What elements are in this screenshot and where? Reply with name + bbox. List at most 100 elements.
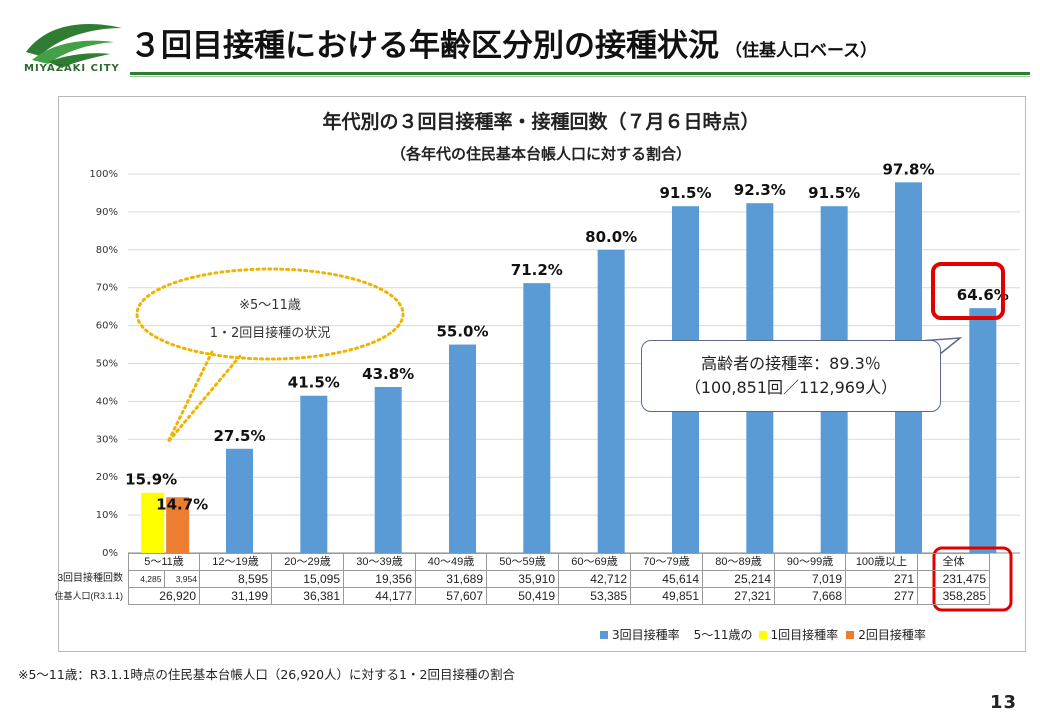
data-labels: 15.9% 14.7% 27.5% 41.5% 43.8% 55.0% 71.2% 80.0%…	[125, 160, 1009, 513]
callout-line-2: （100,851回／112,969人）	[684, 378, 898, 397]
y-tick-label: 30%	[96, 434, 118, 445]
page-title: ３回目接種における年齢区分別の接種状況 （住基人口ベース）	[130, 20, 877, 65]
table-cell: 31,199	[199, 587, 272, 605]
y-tick-label: 100%	[89, 169, 118, 180]
bubble-line-1: ※5～11歳	[239, 298, 301, 313]
bubble-line-2: 1・2回目接種の状況	[209, 326, 331, 341]
y-tick-label: 10%	[96, 510, 118, 521]
table-header-cell: 50～59歳	[486, 553, 559, 571]
bar-1st-dose	[141, 492, 165, 553]
bar-3rd-dose	[969, 308, 997, 553]
table-cell: 53,385	[558, 587, 631, 605]
table-header-cell: 全体	[917, 553, 990, 571]
dotted-bubble	[135, 267, 405, 443]
y-tick-label: 20%	[96, 472, 118, 483]
legend-label-1st: 1回目接種率	[770, 628, 839, 642]
chart-legend: 3回目接種率 5～11歳の 1回目接種率 2回目接種率	[600, 626, 926, 643]
y-tick-label: 80%	[96, 245, 118, 256]
y-axis-ticks: 0% 10% 20% 30% 40% 50% 60% 70% 80% 90% 100%	[89, 169, 118, 559]
table-header-cell: 80～89歳	[702, 553, 775, 571]
row-label-doses: 3回目接種回数	[57, 573, 123, 584]
y-tick-label: 90%	[96, 207, 118, 218]
table-cell: 271	[845, 570, 918, 588]
table-cell: 42,712	[558, 570, 631, 588]
data-label: 92.3%	[734, 181, 786, 199]
title-rule	[130, 72, 1030, 75]
data-table: 5～11歳 12～19歳 20～29歳 30～39歳 40～49歳 50～59歳…	[54, 553, 990, 605]
table-header-cell: 5～11歳	[128, 553, 200, 571]
bar-3rd-dose	[523, 283, 551, 553]
table-cell: 358,285	[917, 587, 990, 605]
legend-prefix: 5～11歳の	[693, 628, 753, 642]
bar-3rd-dose	[226, 448, 253, 553]
table-cell: 45,614	[630, 570, 703, 588]
table-header-cell: 60～69歳	[558, 553, 631, 571]
page-number: 13	[990, 692, 1018, 713]
footnote: ※5～11歳：R3.1.1時点の住民基本台帳人口（26,920人）に対する1・2…	[18, 667, 515, 682]
data-label: 27.5%	[213, 427, 265, 445]
table-cell: 35,910	[486, 570, 559, 588]
callout-line-1: 高齢者の接種率：89.3％	[701, 354, 881, 373]
table-cell: 15,095	[271, 570, 344, 588]
table-cell: 36,381	[271, 587, 344, 605]
data-label: 97.8%	[882, 160, 934, 178]
table-cell: 57,607	[415, 587, 487, 605]
title-suffix: （住基人口ベース）	[725, 41, 878, 61]
data-label: 43.8%	[362, 365, 414, 383]
bar-3rd-dose	[449, 344, 476, 553]
data-label: 14.7%	[156, 495, 208, 513]
table-cell-value: 26,920	[159, 588, 196, 603]
y-tick-label: 0%	[102, 548, 118, 559]
table-cell: 25,214	[702, 570, 775, 588]
bar-2nd-dose	[166, 497, 190, 553]
table-cell-split: 3回目接種回数 4,285 3,954	[57, 570, 200, 588]
table-cell: 44,177	[343, 587, 416, 605]
table-header-cell: 30～39歳	[343, 553, 416, 571]
bar-3rd-dose	[300, 395, 328, 553]
table-header-cell: 20～29歳	[271, 553, 344, 571]
table-cell: 7,019	[774, 570, 846, 588]
table-header-cell: 12～19歳	[199, 553, 272, 571]
table-cell: 49,851	[630, 587, 703, 605]
bar-3rd-dose	[374, 386, 402, 553]
table-cell: 277	[845, 587, 918, 605]
title-rule-thin	[130, 76, 1030, 77]
table-row-population: 住基人口(R3.1.1) 26,920 31,199 36,381 44,177 …	[54, 587, 990, 605]
table-row-doses: 3回目接種回数 4,285 3,954 8,595 15,095 19,356 …	[57, 570, 990, 588]
y-tick-label: 40%	[96, 396, 118, 407]
table-cell: 4,285	[140, 574, 162, 584]
chart-title: 年代別の３回目接種率・接種回数（７月６日時点）	[322, 111, 760, 133]
table-cell: 31,689	[415, 570, 487, 588]
y-tick-label: 50%	[96, 359, 118, 370]
data-label: 91.5%	[808, 184, 860, 202]
table-header-cell: 70～79歳	[630, 553, 703, 571]
table-cell: 住基人口(R3.1.1) 26,920	[54, 587, 200, 605]
elderly-rate-callout: 高齢者の接種率：89.3％ （100,851回／112,969人）	[641, 340, 941, 412]
table-cell: 50,419	[486, 587, 559, 605]
data-label: 80.0%	[585, 228, 637, 246]
table-cell: 8,595	[199, 570, 272, 588]
y-tick-label: 60%	[96, 321, 118, 332]
y-tick-label: 70%	[96, 283, 118, 294]
logo-text: MIYAZAKI CITY	[24, 63, 120, 74]
data-label: 15.9%	[125, 471, 177, 489]
legend-label-2nd: 2回目接種率	[858, 628, 926, 642]
legend-swatch-3rd	[600, 630, 608, 639]
table-cell: 19,356	[343, 570, 416, 588]
bubble-text: ※5～11歳 1・2回目接種の状況	[140, 292, 400, 348]
bar-3rd-dose	[597, 249, 625, 554]
miyazaki-city-logo	[26, 23, 122, 68]
table-cell: 3,954	[163, 571, 200, 587]
highlight-box-total-rate	[931, 262, 1005, 320]
data-label: 55.0%	[436, 323, 488, 341]
table-cell: 7,668	[774, 587, 846, 605]
table-header-cell: 90～99歳	[774, 553, 846, 571]
chart-subtitle: （各年代の住民基本台帳人口に対する割合）	[390, 145, 691, 163]
legend-label-3rd: 3回目接種率	[612, 628, 680, 642]
bars	[141, 182, 997, 554]
row-label-population: 住基人口(R3.1.1)	[54, 591, 123, 601]
table-cell: 231,475	[917, 570, 990, 588]
data-label: 41.5%	[288, 374, 340, 392]
table-header-cell: 100歳以上	[845, 553, 918, 571]
